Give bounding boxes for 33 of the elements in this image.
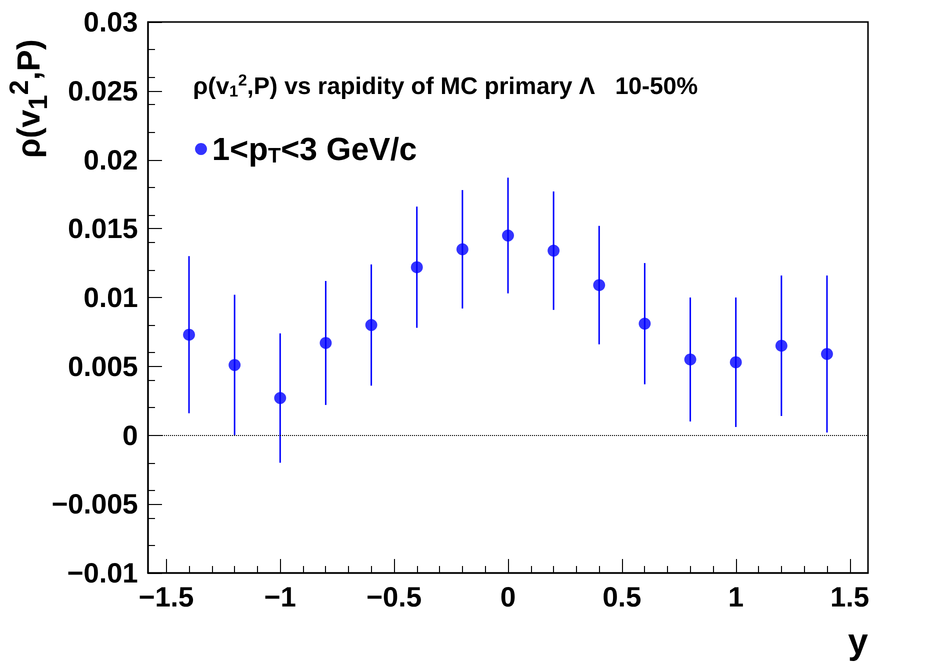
point <box>730 356 742 368</box>
x-tick-label: 0 <box>500 582 516 612</box>
y-tick-label: −0.005 <box>52 488 138 520</box>
x-tick-label: −1 <box>264 582 296 612</box>
x-tick-label: −0.5 <box>366 582 422 612</box>
y-tick-label: 0.025 <box>68 75 138 106</box>
x-tick-label: 0.5 <box>602 582 642 612</box>
point <box>548 244 560 257</box>
point <box>228 359 241 371</box>
x-tick-label: −1.5 <box>138 582 194 612</box>
point <box>410 261 423 274</box>
y-tick-label: −0.01 <box>67 558 138 588</box>
point <box>821 348 833 360</box>
point <box>274 392 286 404</box>
point <box>775 340 788 352</box>
point <box>502 230 514 242</box>
point <box>320 336 332 349</box>
y-tick-label: 0.03 <box>84 6 138 38</box>
y-tick-label: 0.01 <box>84 282 138 313</box>
point <box>684 353 696 366</box>
point <box>593 279 606 292</box>
x-tick-label: 1.5 <box>830 582 870 612</box>
point <box>638 318 651 330</box>
x-axis-title: y <box>848 620 868 662</box>
point <box>456 243 468 256</box>
y-tick-label: 0.015 <box>68 213 138 244</box>
y-tick-label: 0.005 <box>68 350 138 382</box>
point <box>183 328 196 341</box>
x-tick-label: 1 <box>728 582 744 612</box>
legend-label: 1<pT<3 GeV/c <box>212 131 417 168</box>
y-tick-label: 0.02 <box>84 144 138 176</box>
point <box>365 319 378 332</box>
y-tick-label: 0 <box>122 420 138 451</box>
